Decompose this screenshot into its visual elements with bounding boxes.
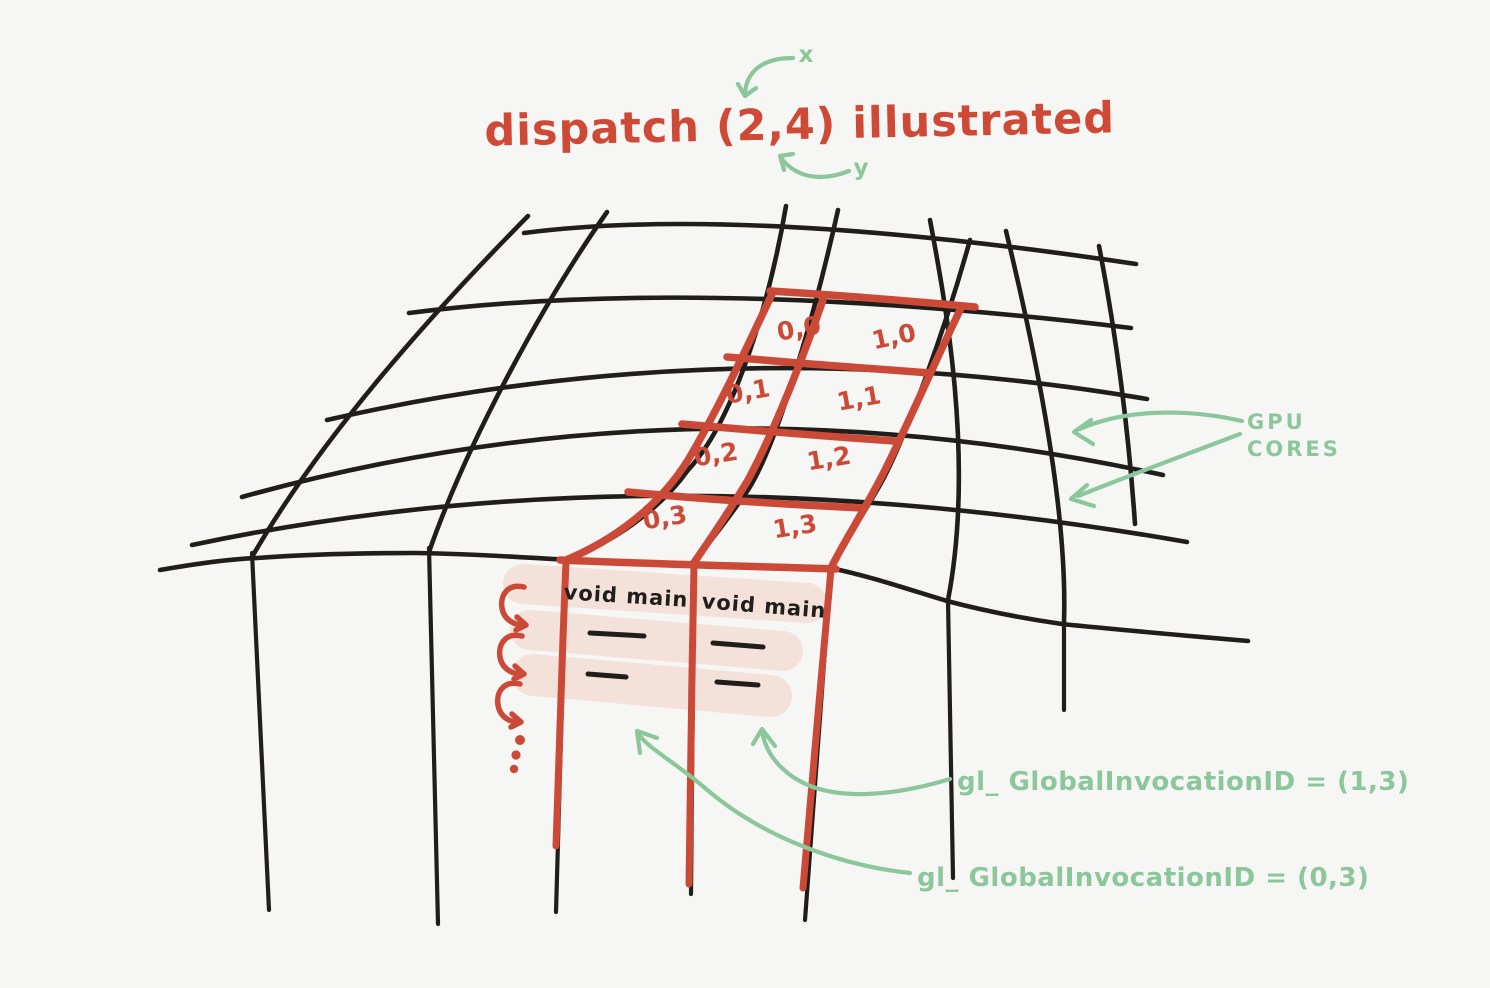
invocation-label-2: gl_ GlobalInvocationID = (0,3): [917, 863, 1369, 893]
cell-label-0-0: 0,0: [775, 310, 824, 346]
axis-y-label: y: [854, 155, 869, 181]
dispatch-strip-left-edge: [562, 288, 777, 564]
ellipsis-dot: [509, 764, 519, 774]
code-stub-dashes: [585, 630, 766, 688]
grid-column-line: [426, 209, 610, 555]
code-dash: [585, 671, 629, 680]
highlight-band-1: [503, 564, 827, 623]
dispatch-strip-column-divider: [689, 293, 828, 568]
grid-column-line: [1096, 243, 1138, 527]
dispatch-strip-top-edge: [766, 287, 979, 311]
cell-label-1-1: 1,1: [835, 380, 884, 416]
front-leg: [426, 545, 441, 927]
code-dash: [714, 679, 761, 688]
invocation-label-1: gl_ GlobalInvocationID = (1,3): [957, 767, 1409, 797]
cell-label-0-1: 0,1: [724, 373, 773, 409]
y-axis-arrow: [777, 151, 852, 180]
grid-row-arc: [189, 493, 1190, 548]
invocation-arrow-2: [634, 728, 913, 876]
loop-arrow-2: [496, 632, 527, 682]
cell-label-1-2: 1,2: [805, 441, 853, 477]
grid-row-arc: [521, 221, 1139, 267]
front-leg: [945, 597, 956, 881]
gpu-cores-arrow-2: [1068, 431, 1243, 509]
loop-arrow-1: [498, 583, 529, 633]
invocation-arrow-1: [750, 726, 953, 797]
dispatch-strip-row-divider-3: [624, 488, 866, 512]
workgroup-column-edge-middle: [685, 561, 698, 888]
dispatch-strip: [552, 287, 979, 892]
highlight-band-3: [512, 654, 792, 717]
invocation-arrows: [634, 726, 953, 876]
ellipsis-dot: [515, 735, 525, 745]
cell-label-0-2: 0,2: [692, 437, 740, 473]
grid-column-line: [1003, 228, 1067, 625]
grid-row-arc: [406, 295, 1134, 331]
ellipsis-dots: [509, 735, 525, 774]
grid-row-arc: [239, 426, 1166, 500]
dispatch-strip-right-edge: [827, 302, 966, 572]
gpu-cores-arrow-1: [1071, 410, 1245, 447]
loop-arrows: [494, 583, 529, 774]
grid-column-line: [249, 213, 531, 560]
page-title: dispatch (2,4) illustrated: [484, 93, 1116, 156]
gpu-cores-arrows: [1068, 410, 1245, 509]
cell-label-0-3: 0,3: [641, 500, 689, 536]
code-dash: [710, 640, 766, 650]
gpu-cores-line1: GPU: [1247, 410, 1306, 434]
cell-label-1-3: 1,3: [771, 509, 819, 545]
grid-column-line: [927, 217, 962, 603]
x-axis-arrow: [735, 55, 796, 99]
axis-x-label: x: [799, 42, 814, 68]
invocation-annotations: gl_ GlobalInvocationID = (1,3) gl_ Globa…: [634, 726, 1409, 893]
code-dash: [587, 630, 647, 639]
gpu-cores-annotation: GPU CORES: [1068, 410, 1341, 509]
ellipsis-dot: [511, 750, 521, 760]
dispatch-strip-bottom-edge: [556, 556, 840, 573]
axis-arrows: [735, 55, 852, 180]
front-leg: [249, 550, 272, 913]
dispatch-strip-row-divider-1: [723, 353, 934, 377]
cell-label-1-0: 1,0: [869, 318, 918, 356]
loop-arrow-3: [494, 680, 524, 730]
workgroup-column-edge-left: [552, 557, 570, 850]
gpu-cores-line2: CORES: [1247, 437, 1341, 461]
dispatch-strip-row-divider-2: [678, 420, 899, 445]
